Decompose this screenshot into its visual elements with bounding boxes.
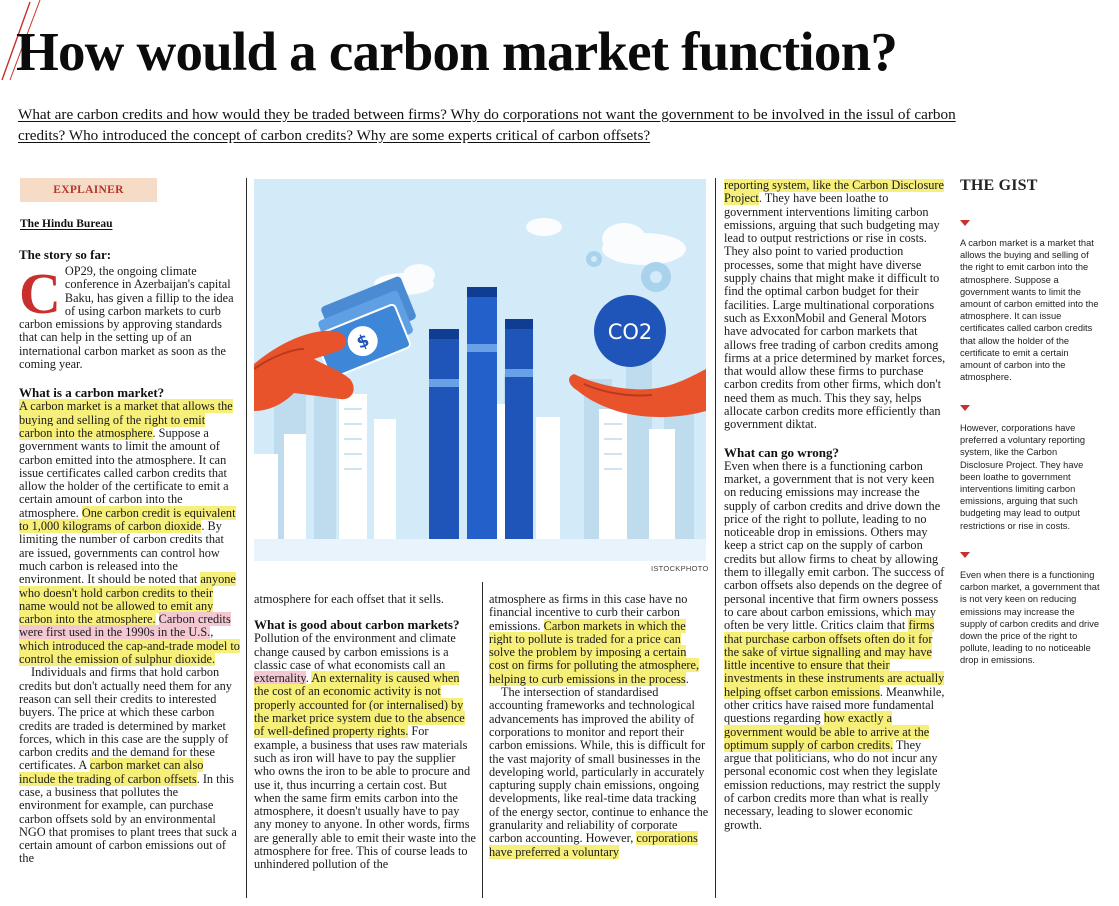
gear-icon [586,251,671,292]
column-3: atmosphere as firms in this case have no… [489,593,709,899]
heading-what-can-go-wrong: What can go wrong? [724,444,839,460]
column-1: The story so far: C OP29, the ongoing cli… [19,247,241,899]
headline: How would a carbon market function? [16,21,898,82]
triangle-bullet-icon [960,552,970,558]
paragraph: atmosphere for each offset that it sells… [254,593,444,606]
pen-slash-mark [1,0,41,81]
hand-receiving [569,369,706,418]
photo-credit: ISTOCKPHOTO [651,564,709,573]
gist-point: However, corporations have preferred a v… [960,405,1100,532]
column-divider [715,178,716,898]
factory-chimneys [429,287,533,561]
svg-text:CO2: CO2 [608,320,653,344]
column-divider [482,582,483,898]
gist-title: THE GIST [960,177,1038,194]
dropcap: C [19,261,61,326]
dek: What are carbon credits and how would th… [18,106,956,144]
hand-with-money: $ [254,276,416,411]
paragraph: A carbon market is a market that allows … [19,399,240,667]
paragraph: Individuals and firms that hold carbon c… [19,665,237,866]
paragraph: The intersection of standardised account… [489,685,709,859]
paragraph: atmosphere as firms in this case have no… [489,593,700,686]
paragraph: Even when there is a functioning carbon … [724,458,945,832]
gist-point: A carbon market is a market that allows … [960,220,1100,383]
triangle-bullet-icon [960,405,970,411]
column-4: reporting system, like the Carbon Disclo… [724,179,946,899]
story-heading: The story so far: [19,247,112,262]
heading-what-is-carbon-market: What is a carbon market? [19,385,165,401]
heading-what-is-good: What is good about carbon markets? [254,617,460,633]
section-badge: EXPLAINER [20,178,157,202]
paragraph: reporting system, like the Carbon Disclo… [724,179,946,432]
byline: The Hindu Bureau [20,218,113,230]
illustration-carbon-trade: $ CO2 [254,179,706,561]
co2-bubble: CO2 [594,295,666,367]
gist-point: Even when there is a functioning carbon … [960,552,1100,667]
column-divider [246,178,247,898]
story-intro: C OP29, the ongoing climate conference in… [19,261,234,372]
column-2: atmosphere for each offset that it sells… [254,593,476,899]
paragraph: Pollution of the environment and climate… [254,631,476,872]
triangle-bullet-icon [960,220,970,226]
